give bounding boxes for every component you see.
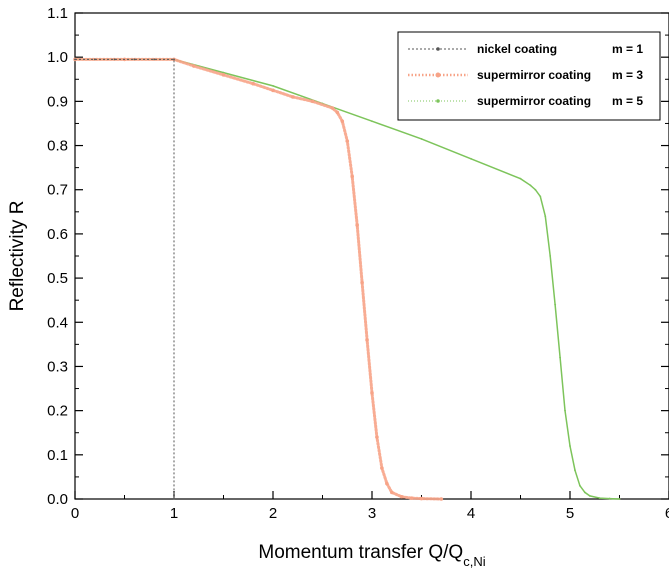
y-axis-title: Reflectivity R xyxy=(7,201,28,312)
y-tick-label: 0.0 xyxy=(47,491,68,508)
legend-marker-2 xyxy=(435,72,441,78)
y-tick-label: 0.6 xyxy=(47,226,68,243)
series-3-point xyxy=(544,215,547,218)
series-3-point xyxy=(554,303,557,306)
series-3-point xyxy=(539,195,542,198)
series-3-point xyxy=(598,497,601,500)
series-2-point xyxy=(345,139,350,143)
series-2-point xyxy=(251,81,255,86)
series-2-point xyxy=(192,64,196,68)
series-1-point xyxy=(173,498,175,500)
series-line-1 xyxy=(75,58,175,499)
series-2-point xyxy=(399,494,404,499)
x-axis-title: Momentum transfer Q/Qc,Ni xyxy=(258,542,485,569)
legend-label-2: supermirror coating xyxy=(477,68,591,82)
series-3-point xyxy=(222,71,225,74)
series-2-point xyxy=(385,481,389,486)
series-3-point xyxy=(618,498,621,500)
series-3-point xyxy=(608,497,611,500)
series-3-point xyxy=(470,157,472,160)
series-2-point xyxy=(340,119,345,124)
series-2-point xyxy=(380,466,384,470)
series-3-point xyxy=(579,484,581,487)
series-1-point xyxy=(173,58,175,61)
legend: nickel coating m = 1 supermirror coating m … xyxy=(397,31,661,121)
series-3-point xyxy=(529,184,532,187)
legend-box xyxy=(397,31,661,121)
y-tick-label: 1.0 xyxy=(47,49,68,66)
x-tick-label: 4 xyxy=(467,505,475,522)
series-2-point xyxy=(365,338,369,342)
series-2-point xyxy=(360,280,364,285)
legend-m-label-3: m = 5 xyxy=(612,94,643,108)
series-3-point xyxy=(420,138,423,140)
series-3-point xyxy=(559,356,561,359)
series-3-point xyxy=(564,409,566,412)
y-tick-label: 0.1 xyxy=(47,447,68,464)
x-tick-label: 0 xyxy=(71,505,79,522)
legend-label-3: supermirror coating xyxy=(477,94,591,108)
x-tick-label: 6 xyxy=(665,505,669,522)
series-2-point xyxy=(409,496,414,500)
series-1-point xyxy=(93,58,96,61)
y-tick-label: 0.4 xyxy=(47,314,68,331)
series-2-point xyxy=(221,73,226,77)
series-1-point xyxy=(133,58,136,61)
series-3-point xyxy=(583,491,586,494)
axis-ticks: 0 1 2 3 4 5 6 0.0 0.1 0.2 0.3 0.4 0.5 0.6 0.7 0.8 0.9 1.0… xyxy=(47,5,669,522)
y-tick-label: 1.1 xyxy=(47,5,68,22)
series-3-point xyxy=(534,188,537,191)
series-3-point xyxy=(519,177,522,180)
x-tick-label: 2 xyxy=(269,505,277,522)
y-tick-label: 0.3 xyxy=(47,358,68,375)
x-tick-label: 5 xyxy=(566,505,574,522)
series-3-point xyxy=(371,120,373,123)
x-tick-label: 3 xyxy=(368,505,376,522)
series-3-point xyxy=(588,495,591,497)
series-2-point xyxy=(439,497,444,501)
series-layer xyxy=(73,57,621,501)
x-axis-title-main: Momentum transfer Q/Q xyxy=(258,542,463,563)
series-2-point xyxy=(390,490,394,495)
series-2-point xyxy=(310,99,315,104)
y-tick-label: 0.9 xyxy=(47,93,68,110)
series-2-point xyxy=(330,106,335,110)
x-axis-title-subscript: c,Ni xyxy=(463,554,486,569)
legend-label-1: nickel coating xyxy=(477,42,557,56)
series-1-point xyxy=(113,58,116,61)
series-3-point xyxy=(569,445,571,447)
legend-m-label-2: m = 3 xyxy=(612,68,643,82)
series-2-point xyxy=(291,95,295,99)
legend-m-label-1: m = 1 xyxy=(612,42,643,56)
legend-marker-3 xyxy=(436,99,440,103)
y-tick-label: 0.2 xyxy=(47,403,68,420)
x-tick-label: 1 xyxy=(170,505,178,522)
series-1-point xyxy=(74,58,76,61)
series-3-point xyxy=(272,85,274,87)
y-tick-label: 0.7 xyxy=(47,182,68,199)
legend-items: nickel coating m = 1 supermirror coating m … xyxy=(408,42,643,108)
series-1-point xyxy=(153,58,156,61)
series-2-point xyxy=(350,174,355,179)
series-3-point xyxy=(549,255,552,257)
series-2-point xyxy=(419,496,424,501)
series-line-3 xyxy=(75,58,620,500)
series-2-point xyxy=(271,88,275,93)
series-line-2 xyxy=(73,57,443,501)
y-tick-label: 0.8 xyxy=(47,138,68,155)
legend-marker-1 xyxy=(436,47,440,51)
series-2-point xyxy=(370,391,374,395)
y-tick-label: 0.5 xyxy=(47,270,68,287)
series-2-point xyxy=(355,223,359,227)
series-3-point xyxy=(574,469,576,472)
series-2-point xyxy=(335,110,340,115)
series-2-point xyxy=(375,435,379,439)
